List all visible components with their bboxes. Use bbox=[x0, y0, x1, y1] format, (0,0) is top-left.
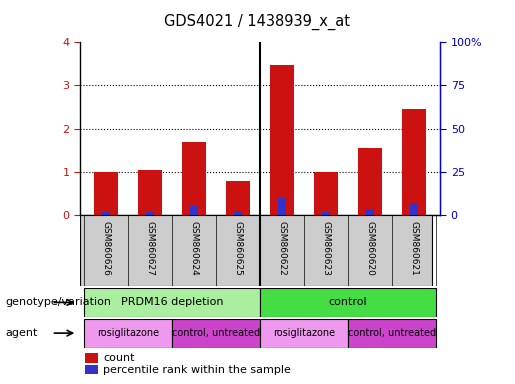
Bar bbox=[278, 198, 286, 215]
Bar bbox=[322, 212, 330, 215]
Bar bbox=[260, 288, 436, 317]
Text: count: count bbox=[103, 353, 134, 363]
Text: rosiglitazone: rosiglitazone bbox=[273, 328, 335, 338]
Bar bbox=[85, 365, 98, 374]
Bar bbox=[85, 353, 98, 363]
Bar bbox=[182, 142, 206, 215]
Text: PRDM16 depletion: PRDM16 depletion bbox=[121, 297, 224, 308]
Bar bbox=[172, 319, 260, 348]
Text: GSM860622: GSM860622 bbox=[278, 221, 286, 275]
Bar bbox=[410, 203, 418, 215]
Bar bbox=[358, 148, 382, 215]
Text: agent: agent bbox=[5, 328, 38, 338]
Text: control, untreated: control, untreated bbox=[172, 328, 260, 338]
Bar bbox=[260, 319, 348, 348]
Text: GSM860620: GSM860620 bbox=[366, 221, 374, 276]
Bar bbox=[84, 319, 172, 348]
Bar bbox=[234, 211, 242, 215]
Bar bbox=[314, 172, 338, 215]
Bar bbox=[366, 209, 374, 215]
Text: GSM860627: GSM860627 bbox=[146, 221, 154, 276]
Bar bbox=[84, 288, 260, 317]
Text: GSM860623: GSM860623 bbox=[321, 221, 331, 276]
Bar bbox=[138, 170, 162, 215]
Bar bbox=[146, 212, 154, 215]
Text: control: control bbox=[329, 297, 367, 308]
Text: genotype/variation: genotype/variation bbox=[5, 297, 111, 308]
Text: GSM860626: GSM860626 bbox=[101, 221, 111, 276]
Text: rosiglitazone: rosiglitazone bbox=[97, 328, 159, 338]
Bar bbox=[190, 205, 198, 215]
Bar bbox=[94, 172, 118, 215]
Bar bbox=[102, 212, 110, 215]
Bar bbox=[402, 109, 426, 215]
Text: GSM860625: GSM860625 bbox=[234, 221, 243, 276]
Bar bbox=[226, 181, 250, 215]
Text: GDS4021 / 1438939_x_at: GDS4021 / 1438939_x_at bbox=[164, 13, 351, 30]
Text: control, untreated: control, untreated bbox=[348, 328, 436, 338]
Text: GSM860621: GSM860621 bbox=[409, 221, 419, 276]
Text: percentile rank within the sample: percentile rank within the sample bbox=[103, 365, 291, 375]
Bar bbox=[270, 65, 294, 215]
Text: GSM860624: GSM860624 bbox=[190, 221, 199, 275]
Bar bbox=[348, 319, 436, 348]
